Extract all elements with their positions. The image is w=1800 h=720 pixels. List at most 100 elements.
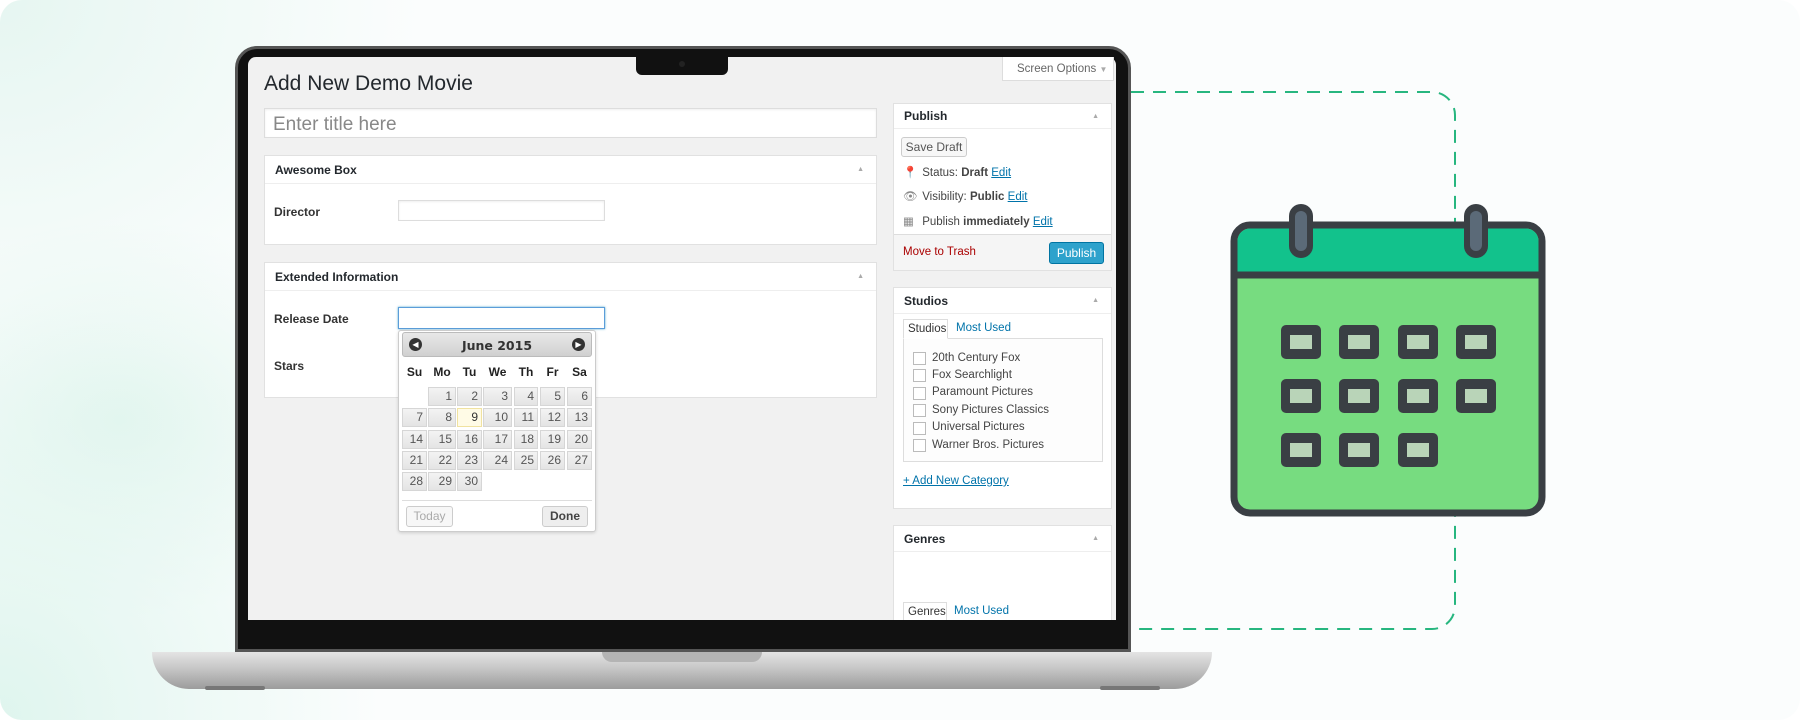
- title-placeholder: Enter title here: [273, 114, 397, 135]
- visibility-label: Visibility:: [922, 191, 967, 203]
- day-cell[interactable]: 14: [402, 429, 427, 449]
- tab-genres-all[interactable]: Genres: [903, 602, 947, 622]
- day-cell[interactable]: 18: [514, 429, 538, 449]
- day-cell[interactable]: 22: [428, 450, 456, 470]
- extended-information-header[interactable]: Extended Information ▲: [265, 263, 876, 291]
- genres-box-title: Genres: [904, 532, 946, 546]
- pin-icon: 📍: [903, 167, 918, 179]
- collapse-arrow-icon[interactable]: ▲: [857, 166, 864, 173]
- tab-genres-most-used[interactable]: Most Used: [954, 605, 1009, 617]
- extended-information-title: Extended Information: [275, 270, 399, 284]
- visibility-row: 👁 Visibility: Public Edit: [903, 189, 1027, 203]
- title-input[interactable]: Enter title here: [264, 108, 877, 138]
- day-cell[interactable]: 1: [428, 387, 456, 406]
- release-date-label: Release Date: [274, 312, 349, 326]
- prev-month-icon[interactable]: ◀: [409, 338, 422, 351]
- laptop-bezel: [248, 620, 1116, 649]
- studio-label: Paramount Pictures: [932, 386, 1033, 399]
- day-cell[interactable]: 9: [457, 408, 482, 428]
- edit-visibility-link[interactable]: Edit: [1007, 191, 1028, 203]
- weekday-header: Tu: [462, 365, 477, 379]
- day-cell[interactable]: 25: [514, 450, 538, 470]
- eye-icon: 👁: [903, 191, 918, 203]
- day-cell[interactable]: 24: [483, 450, 512, 470]
- camera: [679, 61, 685, 67]
- release-date-input[interactable]: [398, 307, 605, 329]
- day-cell[interactable]: 3: [483, 387, 512, 406]
- month-title: June 2015: [461, 338, 533, 353]
- day-cell[interactable]: 28: [402, 472, 427, 492]
- save-draft-button[interactable]: Save Draft: [901, 137, 967, 157]
- status-label: Status:: [922, 167, 959, 179]
- day-cell[interactable]: 6: [567, 387, 592, 406]
- datepicker-header: ◀ June 2015 ▶: [402, 332, 592, 357]
- publish-button[interactable]: Publish: [1049, 242, 1104, 264]
- day-cell[interactable]: 17: [483, 429, 512, 449]
- edit-status-link[interactable]: Edit: [991, 167, 1012, 179]
- screen-options-button[interactable]: Screen Options ▼: [1002, 57, 1114, 81]
- awesome-box-title: Awesome Box: [275, 163, 357, 177]
- day-cell[interactable]: 27: [567, 450, 592, 470]
- studio-checkbox[interactable]: [913, 439, 926, 452]
- status-row: 📍 Status: Draft Edit: [903, 165, 1011, 179]
- caret-down-icon: ▼: [1099, 65, 1108, 74]
- studio-checkbox[interactable]: [913, 386, 926, 400]
- calendar-header: [1237, 228, 1539, 273]
- day-cell[interactable]: 11: [514, 408, 538, 428]
- studios-checklist: [903, 338, 1103, 462]
- day-cell[interactable]: 20: [567, 429, 592, 449]
- status-value: Draft: [961, 167, 989, 179]
- tab-studios-all[interactable]: Studios: [903, 319, 948, 339]
- studio-label: Universal Pictures: [932, 421, 1025, 434]
- day-cell[interactable]: 16: [457, 429, 482, 449]
- visibility-value: Public: [969, 191, 1005, 203]
- laptop-opening-notch: [602, 652, 762, 662]
- publish-box-header[interactable]: Publish ▲: [894, 104, 1111, 129]
- studio-checkbox[interactable]: [913, 404, 926, 418]
- studio-checkbox[interactable]: [913, 421, 926, 435]
- weekday-header: Su: [406, 365, 423, 379]
- director-input[interactable]: [398, 200, 605, 221]
- next-month-icon[interactable]: ▶: [572, 338, 585, 351]
- done-button[interactable]: Done: [542, 506, 588, 527]
- add-new-category-link[interactable]: + Add New Category: [903, 475, 1009, 487]
- director-label: Director: [274, 205, 321, 219]
- day-cell[interactable]: 5: [540, 387, 565, 406]
- day-cell[interactable]: 4: [514, 387, 538, 406]
- weekday-header: We: [488, 365, 507, 379]
- studio-checkbox[interactable]: [913, 352, 926, 365]
- studio-label: Warner Bros. Pictures: [932, 438, 1045, 451]
- day-cell[interactable]: 10: [483, 408, 512, 428]
- collapse-arrow-icon[interactable]: ▲: [857, 273, 864, 280]
- day-cell[interactable]: 23: [457, 450, 482, 470]
- collapse-arrow-icon[interactable]: ▲: [1092, 297, 1099, 304]
- awesome-box-header[interactable]: Awesome Box ▲: [265, 156, 876, 184]
- day-cell[interactable]: 8: [428, 408, 456, 428]
- day-cell[interactable]: 13: [567, 408, 592, 428]
- weekday-header: Sa: [572, 365, 587, 379]
- calendar-icon: ▦: [903, 216, 914, 228]
- collapse-arrow-icon[interactable]: ▲: [1092, 535, 1099, 542]
- day-cell[interactable]: 30: [457, 472, 482, 492]
- edit-schedule-link[interactable]: Edit: [1032, 216, 1053, 228]
- studio-checkbox[interactable]: [913, 369, 926, 383]
- day-cell[interactable]: 26: [540, 450, 565, 470]
- studios-box-header[interactable]: Studios ▲: [894, 288, 1111, 314]
- genres-box-header[interactable]: Genres ▲: [894, 526, 1111, 552]
- day-cell[interactable]: 12: [540, 408, 565, 428]
- move-to-trash-link[interactable]: Move to Trash: [903, 246, 976, 258]
- day-cell[interactable]: 19: [540, 429, 565, 449]
- day-cell[interactable]: 15: [428, 429, 456, 449]
- day-cell[interactable]: 2: [457, 387, 482, 406]
- day-cell[interactable]: 7: [402, 408, 427, 428]
- tab-studios-most-used[interactable]: Most Used: [956, 322, 1011, 334]
- laptop-foot: [205, 686, 265, 690]
- studio-label: Fox Searchlight: [932, 368, 1012, 381]
- schedule-label: Publish: [922, 216, 960, 228]
- day-cell[interactable]: 29: [428, 472, 456, 492]
- day-cell[interactable]: 21: [402, 450, 427, 470]
- collapse-arrow-icon[interactable]: ▲: [1092, 113, 1099, 120]
- schedule-row: ▦ Publish immediately Edit: [903, 214, 1053, 228]
- today-button[interactable]: Today: [406, 506, 453, 527]
- datepicker-divider: [402, 500, 592, 501]
